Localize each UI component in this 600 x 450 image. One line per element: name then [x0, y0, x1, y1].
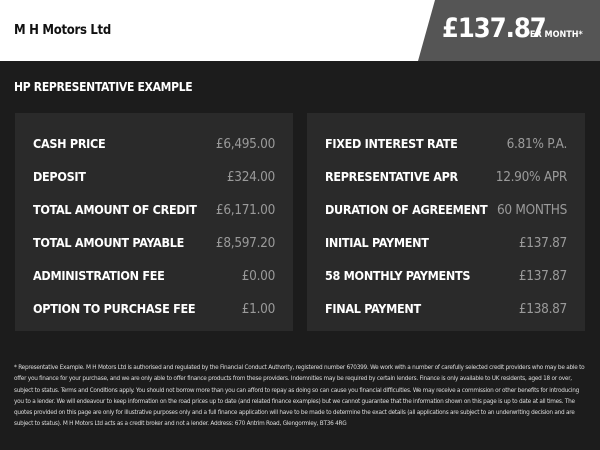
finance-value: £0.00 — [241, 267, 276, 284]
finance-value: £137.87 — [518, 267, 567, 284]
finance-row: FIXED INTEREST RATE 6.81% P.A. — [325, 127, 567, 160]
finance-label: DEPOSIT — [33, 169, 86, 184]
finance-label: FIXED INTEREST RATE — [325, 136, 458, 151]
price-box — [418, 0, 600, 61]
finance-label: CASH PRICE — [33, 136, 106, 151]
finance-label: TOTAL AMOUNT OF CREDIT — [33, 202, 197, 217]
left-finance-panel: CASH PRICE £6,495.00 DEPOSIT £324.00 TOTAL A… — [15, 113, 293, 331]
finance-row: CASH PRICE £6,495.00 — [33, 127, 275, 160]
finance-label: REPRESENTATIVE APR — [325, 169, 458, 184]
finance-label: 58 MONTHLY PAYMENTS — [325, 268, 471, 283]
finance-value: £137.87 — [518, 234, 567, 251]
per-month-label: PER MONTH* — [524, 30, 583, 40]
dealer-name: M H Motors Ltd — [14, 23, 111, 38]
disclaimer-text: * Representative Example. M H Motors Ltd… — [14, 363, 585, 428]
section-title: HP REPRESENTATIVE EXAMPLE — [14, 80, 193, 94]
finance-row: 58 MONTHLY PAYMENTS £137.87 — [325, 259, 567, 292]
finance-label: ADMINISTRATION FEE — [33, 268, 165, 283]
finance-value: 12.90% APR — [495, 168, 568, 185]
finance-label: OPTION TO PURCHASE FEE — [33, 301, 196, 316]
finance-row: FINAL PAYMENT £138.87 — [325, 292, 567, 325]
finance-value: £1.00 — [241, 300, 276, 317]
right-finance-panel: FIXED INTEREST RATE 6.81% P.A. REPRESENTAT… — [307, 113, 585, 331]
finance-row: TOTAL AMOUNT OF CREDIT £6,171.00 — [33, 193, 275, 226]
finance-label: FINAL PAYMENT — [325, 301, 421, 316]
finance-row: TOTAL AMOUNT PAYABLE £8,597.20 — [33, 226, 275, 259]
finance-row: REPRESENTATIVE APR 12.90% APR — [325, 160, 567, 193]
finance-value: £6,171.00 — [215, 201, 275, 218]
finance-value: £138.87 — [518, 300, 567, 317]
finance-value: £324.00 — [226, 168, 275, 185]
finance-label: TOTAL AMOUNT PAYABLE — [33, 235, 184, 250]
finance-row: ADMINISTRATION FEE £0.00 — [33, 259, 275, 292]
finance-label: DURATION OF AGREEMENT — [325, 202, 488, 217]
finance-value: 60 MONTHS — [497, 201, 567, 218]
finance-value: £6,495.00 — [215, 135, 275, 152]
finance-value: £8,597.20 — [215, 234, 275, 251]
monthly-price: £137.87 — [442, 13, 547, 44]
finance-row: INITIAL PAYMENT £137.87 — [325, 226, 567, 259]
finance-row: DURATION OF AGREEMENT 60 MONTHS — [325, 193, 567, 226]
finance-label: INITIAL PAYMENT — [325, 235, 429, 250]
finance-row: DEPOSIT £324.00 — [33, 160, 275, 193]
finance-row: OPTION TO PURCHASE FEE £1.00 — [33, 292, 275, 325]
finance-value: 6.81% P.A. — [506, 135, 568, 152]
